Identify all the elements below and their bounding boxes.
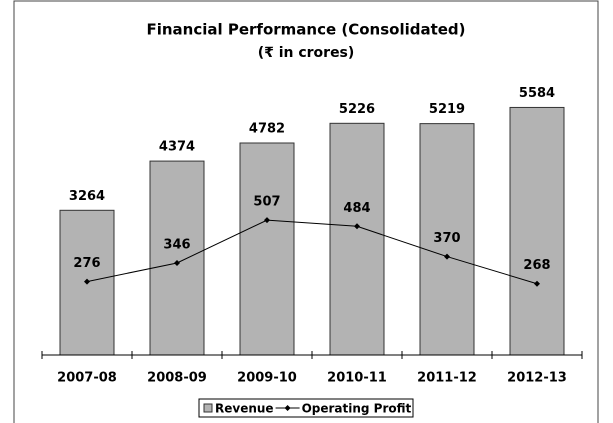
x-tick-label: 2008-09 (147, 371, 207, 386)
line-marker (174, 259, 180, 266)
line-marker (534, 280, 540, 287)
x-tick-label: 2009-10 (237, 371, 297, 386)
bar (149, 160, 205, 356)
line-value-label: 507 (253, 195, 280, 210)
bar-value-label: 4374 (159, 140, 195, 155)
line-marker (84, 278, 90, 285)
bar-value-label: 5219 (429, 102, 465, 117)
line-value-label: 346 (163, 237, 190, 252)
line (86, 219, 538, 285)
line-marker (354, 223, 360, 230)
legend-swatch (203, 403, 213, 413)
frame (13, 0, 599, 423)
bar-value-label: 5584 (519, 86, 555, 101)
bar-value-label: 3264 (69, 189, 105, 204)
line-marker (444, 253, 450, 260)
bar (239, 142, 295, 356)
legend-box (198, 398, 414, 418)
chart-title: Financial Performance (Consolidated) (146, 21, 465, 39)
x-tick-label: 2010-11 (327, 371, 387, 386)
bar (509, 106, 565, 356)
line-value-label: 268 (523, 258, 550, 273)
line-marker (264, 217, 270, 224)
bar (329, 122, 385, 356)
line-value-label: 370 (433, 231, 460, 246)
bar (419, 123, 475, 356)
bar-value-label: 4782 (249, 121, 285, 136)
line-value-label: 484 (343, 201, 370, 216)
legend-label: Operating Profit (302, 402, 412, 416)
x-tick-label: 2012-13 (507, 371, 567, 386)
legend-marker (284, 405, 291, 411)
line-value-label: 276 (73, 256, 100, 271)
chart-subtitle: (₹ in crores) (258, 45, 355, 61)
legend-label: Revenue (215, 402, 274, 416)
bar-value-label: 5226 (339, 102, 375, 117)
x-tick-label: 2007-08 (57, 371, 117, 386)
x-tick-label: 2011-12 (417, 371, 477, 386)
